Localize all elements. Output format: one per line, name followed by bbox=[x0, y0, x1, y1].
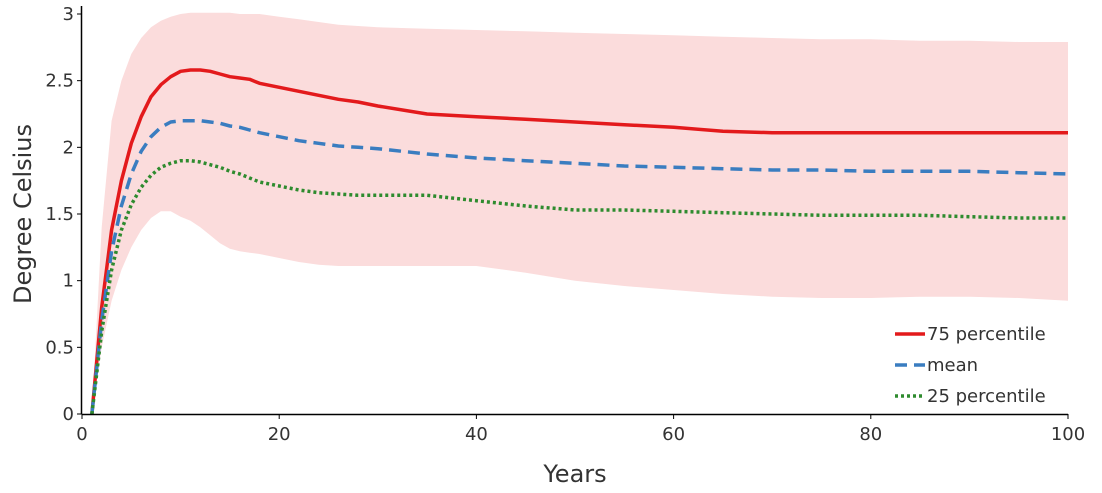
y-tick-label: 0 bbox=[63, 404, 74, 425]
x-axis-title: Years bbox=[542, 460, 606, 488]
series-layer bbox=[90, 68, 1069, 415]
x-tick-label: 80 bbox=[859, 424, 882, 445]
x-tick-label: 40 bbox=[465, 424, 488, 445]
series-line-25-percentile bbox=[90, 158, 1068, 415]
y-tick-label: 0.5 bbox=[45, 337, 74, 358]
legend-label-25-percentile: 25 percentile bbox=[927, 386, 1046, 407]
x-tick-label: 0 bbox=[76, 424, 87, 445]
x-tick-label: 20 bbox=[268, 424, 291, 445]
series-line-mean bbox=[90, 118, 1069, 415]
legend: 75 percentile mean 25 percentile bbox=[895, 324, 1046, 407]
y-tick-label: 2 bbox=[63, 137, 74, 158]
confidence-band-layer bbox=[91, 12, 1068, 414]
range-band bbox=[91, 12, 1068, 414]
x-tick-label: 60 bbox=[662, 424, 685, 445]
legend-label-mean: mean bbox=[927, 355, 978, 376]
legend-label-75-percentile: 75 percentile bbox=[927, 324, 1046, 345]
y-tick-label: 3 bbox=[63, 4, 74, 25]
y-tick-label: 2.5 bbox=[45, 71, 74, 92]
y-ticks: 0 0.5 1 1.5 2 2.5 3 bbox=[45, 4, 82, 425]
axes bbox=[80, 6, 1068, 416]
series-line-75-percentile bbox=[90, 68, 1068, 415]
y-axis-title: Degree Celsius bbox=[9, 124, 37, 304]
x-ticks: 0 20 40 60 80 100 bbox=[76, 414, 1085, 445]
x-tick-label: 100 bbox=[1051, 424, 1085, 445]
y-tick-label: 1 bbox=[63, 271, 74, 292]
y-tick-label: 1.5 bbox=[45, 204, 74, 225]
